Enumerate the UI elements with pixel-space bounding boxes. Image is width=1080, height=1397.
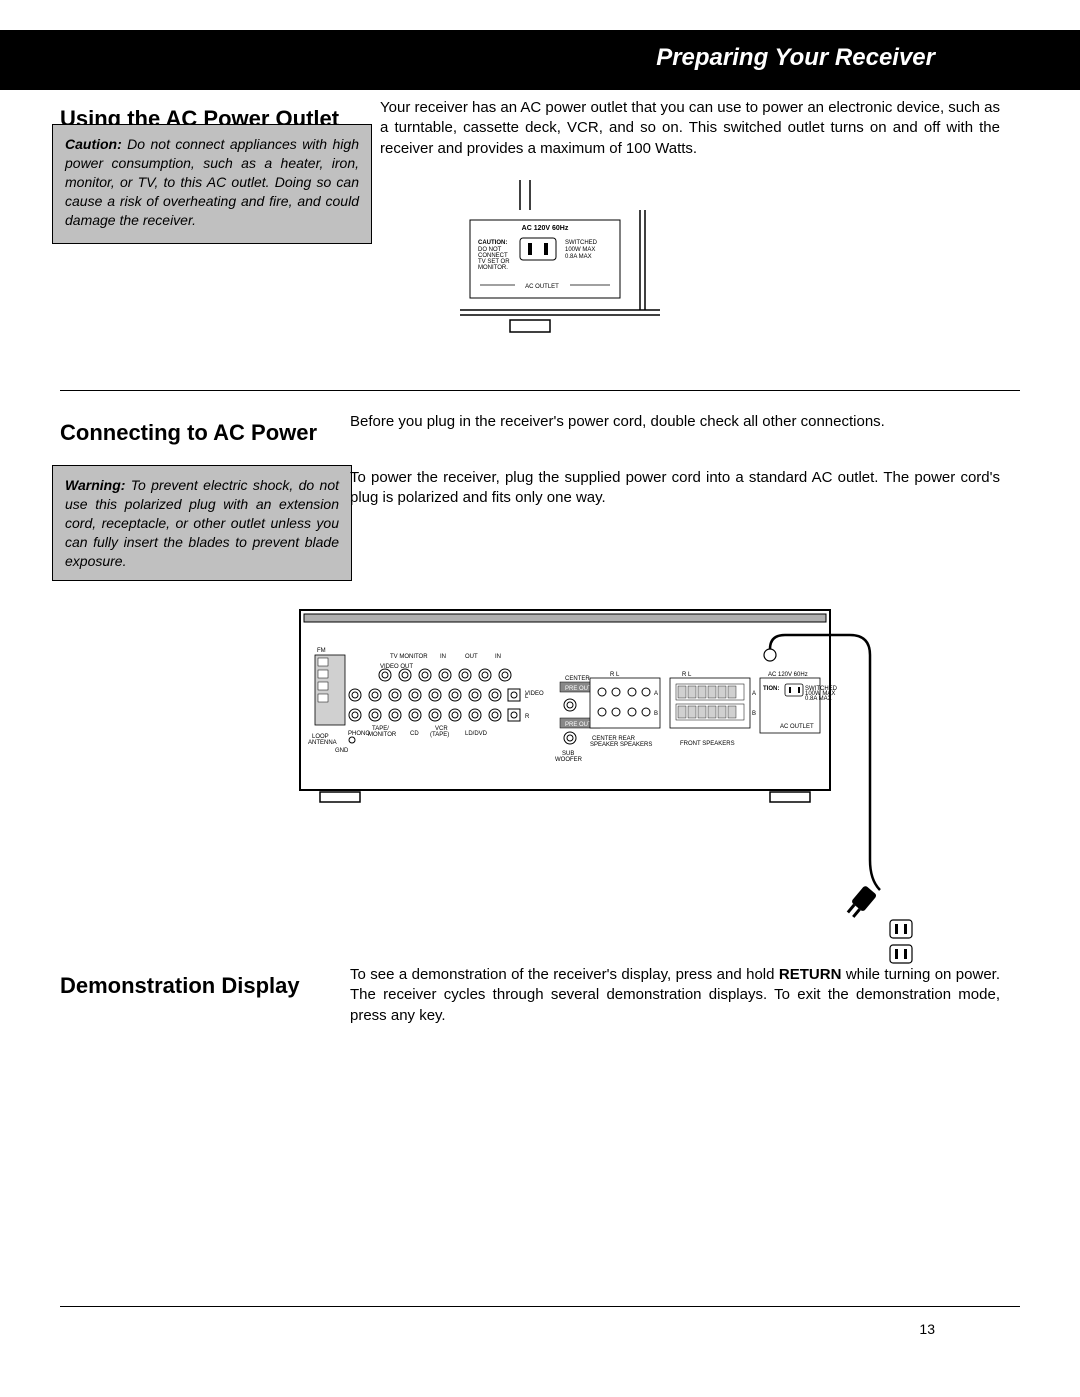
svg-text:CENTER: CENTER: [565, 676, 590, 682]
page-number: 13: [919, 1321, 935, 1337]
section3-body: To see a demonstration of the receiver's…: [350, 965, 1000, 1026]
svg-text:IN: IN: [440, 654, 446, 660]
section3-body-pre: To see a demonstration of the receiver's…: [350, 966, 779, 983]
header-bar: Preparing Your Receiver: [0, 30, 1080, 90]
svg-text:AC 120V 60Hz: AC 120V 60Hz: [522, 225, 569, 232]
caution-box: Caution: Do not connect appliances with …: [52, 124, 372, 244]
svg-text:OUT: OUT: [465, 654, 478, 660]
svg-text:R: R: [525, 714, 530, 720]
divider-1: [60, 390, 1020, 391]
svg-text:R L: R L: [682, 672, 692, 678]
svg-text:SWITCHED: SWITCHED: [565, 240, 598, 246]
svg-text:FRONT SPEAKERS: FRONT SPEAKERS: [680, 741, 735, 747]
section2-title: Connecting to AC Power: [60, 420, 317, 446]
svg-text:R L: R L: [610, 672, 620, 678]
svg-text:AC 120V 60Hz: AC 120V 60Hz: [768, 672, 808, 678]
svg-text:LD/DVD: LD/DVD: [465, 731, 488, 737]
section1-body: Your receiver has an AC power outlet tha…: [380, 98, 1000, 159]
svg-text:AC OUTLET: AC OUTLET: [525, 284, 559, 290]
svg-text:100W MAX: 100W MAX: [565, 247, 595, 253]
svg-text:0.8A MAX: 0.8A MAX: [805, 696, 832, 702]
svg-text:(TAPE): (TAPE): [430, 732, 449, 738]
svg-text:CD: CD: [410, 731, 419, 737]
svg-text:A: A: [752, 691, 756, 697]
svg-text:B: B: [654, 711, 658, 717]
svg-text:TION:: TION:: [763, 686, 779, 692]
section2-body1: Before you plug in the receiver's power …: [350, 412, 1000, 432]
caution-label: Caution:: [65, 136, 122, 152]
svg-text:MONITOR.: MONITOR.: [478, 265, 508, 271]
ac-outlet-diagram: AC 120V 60Hz CAUTION: DO NOT CONNECT TV …: [460, 180, 660, 350]
svg-text:ANTENNA: ANTENNA: [308, 740, 337, 746]
svg-text:CAUTION:: CAUTION:: [478, 240, 507, 246]
svg-text:IN: IN: [495, 654, 501, 660]
svg-text:0.8A MAX: 0.8A MAX: [565, 254, 592, 260]
receiver-rear-diagram: FM LOOP ANTENNA TV MONITOR IN OUT IN VID…: [290, 600, 940, 990]
svg-text:MONITOR: MONITOR: [368, 732, 397, 738]
warning-label: Warning:: [65, 477, 125, 493]
svg-text:WOOFER: WOOFER: [555, 757, 583, 763]
svg-text:GND: GND: [335, 748, 349, 754]
section2-body2: To power the receiver, plug the supplied…: [350, 468, 1000, 509]
section3-title: Demonstration Display: [60, 973, 300, 999]
footer-divider: [60, 1306, 1020, 1307]
svg-text:A: A: [654, 691, 658, 697]
page-header-title: Preparing Your Receiver: [656, 44, 935, 72]
return-key-label: RETURN: [779, 966, 842, 983]
svg-text:FM: FM: [317, 648, 326, 654]
warning-box: Warning: To prevent electric shock, do n…: [52, 465, 352, 581]
svg-text:AC OUTLET: AC OUTLET: [780, 724, 814, 730]
svg-text:SPEAKER SPEAKERS: SPEAKER SPEAKERS: [590, 742, 652, 748]
svg-text:PRE OUT: PRE OUT: [565, 686, 592, 692]
svg-text:TV MONITOR: TV MONITOR: [390, 654, 428, 660]
svg-text:B: B: [752, 711, 756, 717]
svg-text:PRE OUT: PRE OUT: [565, 722, 592, 728]
svg-text:PHONO: PHONO: [348, 731, 370, 737]
